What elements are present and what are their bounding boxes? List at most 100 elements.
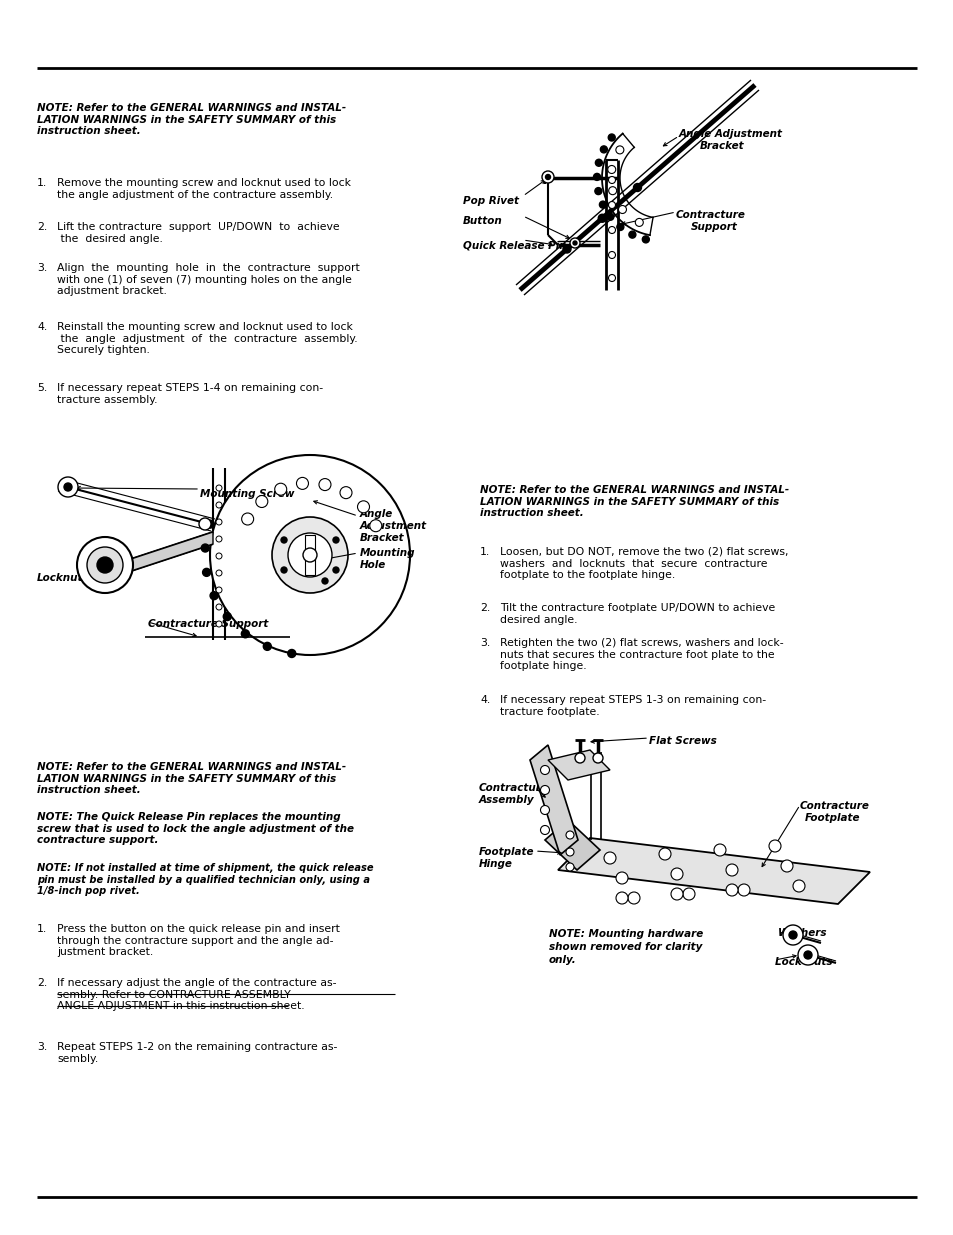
Circle shape bbox=[322, 578, 328, 584]
Text: Press the button on the quick release pin and insert
through the contracture sup: Press the button on the quick release pi… bbox=[57, 924, 339, 957]
Text: Footplate: Footplate bbox=[804, 813, 860, 823]
Text: Lock Nuts: Lock Nuts bbox=[774, 957, 832, 967]
Circle shape bbox=[803, 951, 811, 960]
Circle shape bbox=[682, 888, 695, 900]
Text: If necessary repeat STEPS 1-4 on remaining con-
tracture assembly.: If necessary repeat STEPS 1-4 on remaini… bbox=[57, 383, 323, 405]
Text: Bracket: Bracket bbox=[700, 141, 744, 151]
Text: Contracture: Contracture bbox=[676, 210, 745, 220]
Circle shape bbox=[215, 501, 222, 508]
Text: NOTE: Refer to the GENERAL WARNINGS and INSTAL-
LATION WARNINGS in the SAFETY SU: NOTE: Refer to the GENERAL WARNINGS and … bbox=[37, 762, 346, 795]
Text: Quick Release Pin: Quick Release Pin bbox=[462, 240, 566, 249]
Circle shape bbox=[215, 519, 222, 525]
Text: 4.: 4. bbox=[479, 695, 490, 705]
Text: Locknut: Locknut bbox=[37, 573, 84, 583]
Circle shape bbox=[575, 753, 584, 763]
Circle shape bbox=[768, 840, 781, 852]
Circle shape bbox=[593, 173, 599, 180]
Circle shape bbox=[296, 478, 308, 489]
Text: only.: only. bbox=[548, 955, 577, 965]
Circle shape bbox=[608, 186, 616, 195]
Circle shape bbox=[782, 925, 802, 945]
Polygon shape bbox=[547, 750, 609, 781]
Polygon shape bbox=[558, 839, 869, 904]
Circle shape bbox=[210, 454, 410, 655]
Text: Button: Button bbox=[462, 216, 502, 226]
Text: Bracket: Bracket bbox=[359, 534, 404, 543]
Circle shape bbox=[540, 766, 549, 774]
Circle shape bbox=[659, 848, 670, 860]
Text: 3.: 3. bbox=[479, 638, 490, 648]
Circle shape bbox=[215, 536, 222, 542]
Text: Pop Rivet: Pop Rivet bbox=[462, 196, 518, 206]
Circle shape bbox=[725, 884, 738, 897]
Circle shape bbox=[641, 236, 649, 243]
Circle shape bbox=[241, 513, 253, 525]
Bar bbox=[305, 535, 314, 576]
Text: Repeat STEPS 1-2 on the remaining contracture as-
sembly.: Repeat STEPS 1-2 on the remaining contra… bbox=[57, 1042, 337, 1063]
Circle shape bbox=[201, 545, 209, 552]
Text: If necessary adjust the angle of the contracture as-
sembly. Refer to CONTRACTUR: If necessary adjust the angle of the con… bbox=[57, 978, 336, 1011]
Text: 2.: 2. bbox=[479, 603, 490, 613]
Text: Reinstall the mounting screw and locknut used to lock
 the  angle  adjustment  o: Reinstall the mounting screw and locknut… bbox=[57, 322, 357, 356]
Circle shape bbox=[281, 567, 287, 573]
Circle shape bbox=[97, 557, 112, 573]
Circle shape bbox=[272, 517, 348, 593]
Circle shape bbox=[616, 146, 623, 154]
Circle shape bbox=[725, 864, 738, 876]
Circle shape bbox=[288, 534, 332, 577]
Text: shown removed for clarity: shown removed for clarity bbox=[548, 942, 701, 952]
Text: 2.: 2. bbox=[37, 978, 48, 988]
Text: Contracture: Contracture bbox=[800, 802, 869, 811]
Circle shape bbox=[608, 274, 615, 282]
Circle shape bbox=[595, 159, 601, 167]
Text: Contracture Support: Contracture Support bbox=[148, 619, 268, 629]
Text: 3.: 3. bbox=[37, 1042, 48, 1052]
Text: NOTE: If not installed at time of shipment, the quick release
pin must be instal: NOTE: If not installed at time of shipme… bbox=[37, 863, 374, 897]
Circle shape bbox=[333, 537, 338, 543]
Text: NOTE: Refer to the GENERAL WARNINGS and INSTAL-
LATION WARNINGS in the SAFETY SU: NOTE: Refer to the GENERAL WARNINGS and … bbox=[37, 103, 346, 136]
Text: Remove the mounting screw and locknut used to lock
the angle adjustment of the c: Remove the mounting screw and locknut us… bbox=[57, 178, 351, 200]
Text: NOTE: Refer to the GENERAL WARNINGS and INSTAL-
LATION WARNINGS in the SAFETY SU: NOTE: Refer to the GENERAL WARNINGS and … bbox=[479, 485, 788, 519]
Circle shape bbox=[540, 825, 549, 835]
Circle shape bbox=[281, 537, 287, 543]
Text: 1.: 1. bbox=[37, 924, 48, 934]
Circle shape bbox=[627, 892, 639, 904]
Circle shape bbox=[616, 872, 627, 884]
Circle shape bbox=[713, 844, 725, 856]
Circle shape bbox=[357, 501, 369, 513]
Circle shape bbox=[616, 892, 627, 904]
Circle shape bbox=[540, 785, 549, 794]
Circle shape bbox=[598, 201, 606, 209]
Circle shape bbox=[608, 252, 615, 258]
Circle shape bbox=[215, 621, 222, 627]
Polygon shape bbox=[530, 745, 578, 855]
Circle shape bbox=[618, 205, 626, 214]
Circle shape bbox=[595, 188, 601, 195]
Text: Footplate: Footplate bbox=[478, 847, 534, 857]
Circle shape bbox=[738, 884, 749, 897]
Circle shape bbox=[617, 224, 623, 231]
Circle shape bbox=[670, 868, 682, 881]
Circle shape bbox=[241, 630, 249, 637]
Circle shape bbox=[608, 177, 615, 184]
Circle shape bbox=[797, 945, 817, 965]
Circle shape bbox=[303, 548, 316, 562]
Text: Loosen, but DO NOT, remove the two (2) flat screws,
washers  and  locknuts  that: Loosen, but DO NOT, remove the two (2) f… bbox=[499, 547, 788, 580]
Circle shape bbox=[64, 483, 71, 492]
Circle shape bbox=[562, 245, 571, 253]
Text: 3.: 3. bbox=[37, 263, 48, 273]
Circle shape bbox=[628, 231, 636, 238]
Circle shape bbox=[599, 146, 607, 153]
Circle shape bbox=[607, 165, 615, 173]
Circle shape bbox=[541, 170, 554, 183]
Circle shape bbox=[545, 174, 550, 179]
Circle shape bbox=[339, 487, 352, 499]
Text: Adjustment: Adjustment bbox=[359, 521, 427, 531]
Text: 5.: 5. bbox=[37, 383, 48, 393]
Circle shape bbox=[288, 650, 295, 657]
Polygon shape bbox=[128, 532, 213, 572]
Text: Hinge: Hinge bbox=[478, 860, 513, 869]
Circle shape bbox=[370, 520, 381, 532]
Text: Contracture: Contracture bbox=[478, 783, 548, 793]
Text: NOTE: The Quick Release Pin replaces the mounting
screw that is used to lock the: NOTE: The Quick Release Pin replaces the… bbox=[37, 811, 354, 845]
